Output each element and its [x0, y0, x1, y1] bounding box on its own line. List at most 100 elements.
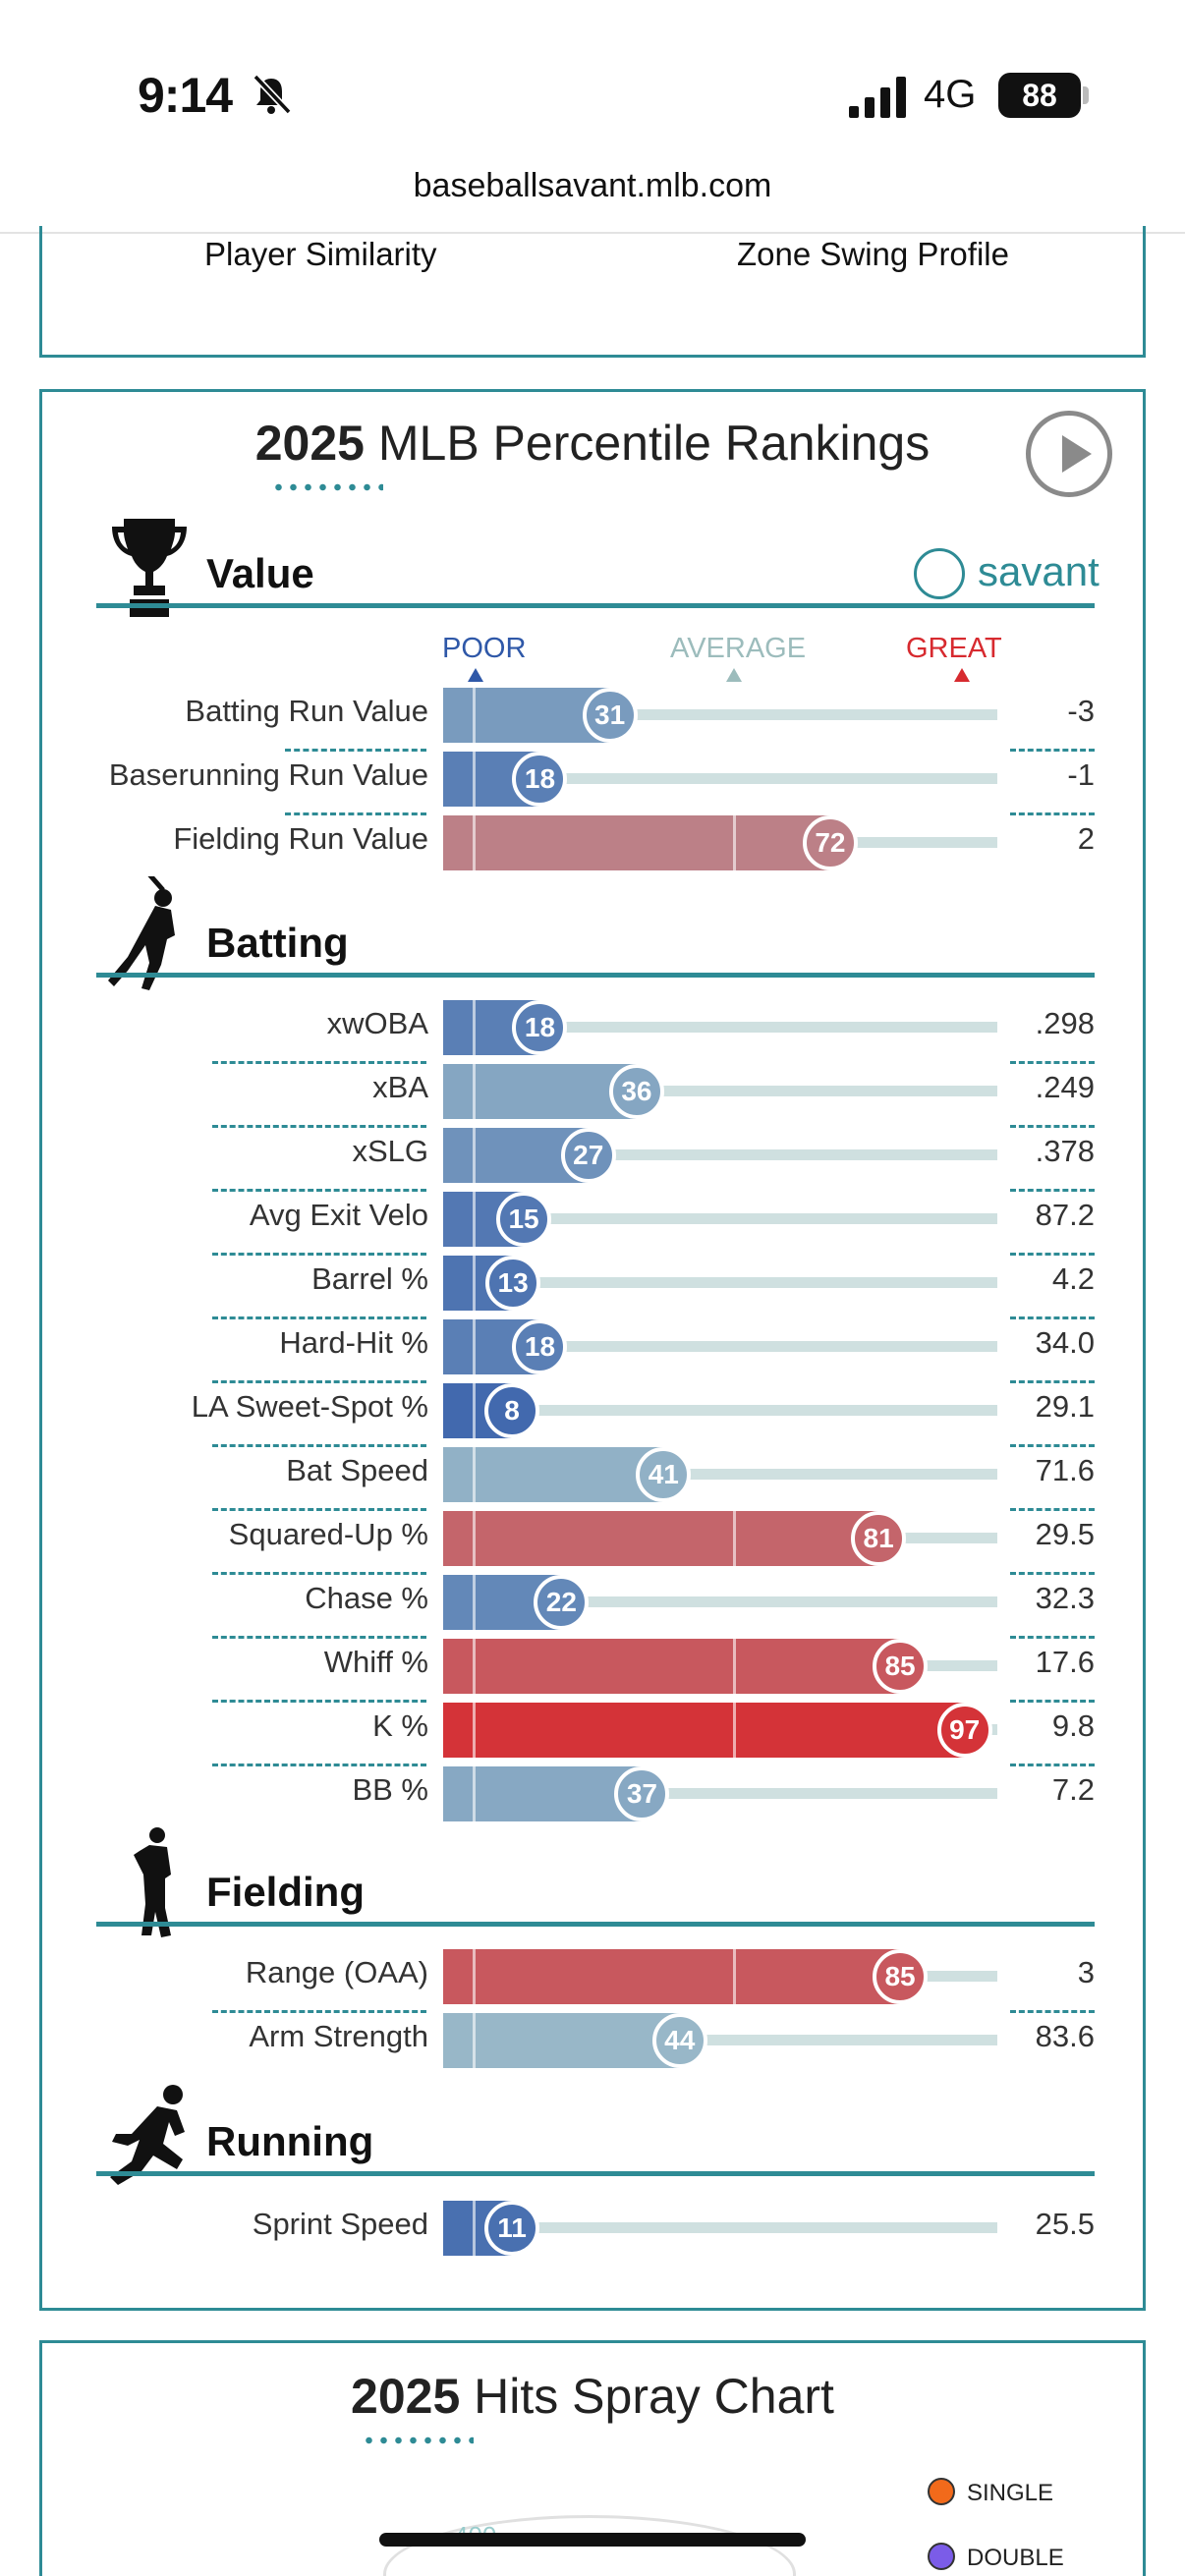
battery-indicator: 88 [998, 73, 1081, 118]
section-title-value: Value [206, 550, 314, 596]
metric-value-chase: 32.3 [1035, 1581, 1095, 1615]
metric-label-baserunning-run-value[interactable]: Baserunning Run Value [108, 757, 428, 792]
bar-poor-tick [473, 1511, 476, 1566]
percentile-badge-bat-speed[interactable]: 41 [636, 1447, 692, 1502]
metric-value-arm-strength: 83.6 [1035, 2019, 1095, 2053]
bar-poor-tick [473, 1766, 476, 1821]
metric-label-avg-exit-velo[interactable]: Avg Exit Velo [249, 1198, 428, 1232]
percentile-track [443, 1469, 997, 1480]
spray-title-year[interactable]: 2025 [351, 2369, 461, 2424]
section-title-batting: Batting [206, 920, 349, 966]
percentile-badge-batting-run-value[interactable]: 31 [582, 688, 638, 743]
metric-value-xwoba: .298 [1035, 1006, 1095, 1040]
percentile-badge-xslg[interactable]: 27 [560, 1128, 616, 1183]
percentile-badge-baserunning-run-value[interactable]: 18 [512, 752, 568, 807]
metric-label-xslg[interactable]: xSLG [352, 1134, 428, 1168]
percentile-badge-sprint-speed[interactable]: 11 [484, 2201, 539, 2256]
savant-baseball-icon [914, 548, 965, 599]
section-divider-fielding [96, 1922, 1095, 1927]
metric-label-xba[interactable]: xBA [372, 1070, 428, 1104]
percentile-badge-xba[interactable]: 36 [608, 1064, 664, 1119]
percentile-badge-range-oaa[interactable]: 85 [873, 1949, 929, 2004]
row-separator-right [1010, 1508, 1095, 1511]
poor-marker-icon [468, 668, 483, 682]
row-separator-left [212, 1508, 426, 1511]
trophy-icon [110, 513, 189, 626]
percentile-bar-bb [443, 1766, 643, 1821]
percentile-badge-k[interactable]: 97 [936, 1703, 992, 1758]
metric-label-hard-hit[interactable]: Hard-Hit % [279, 1325, 428, 1360]
bar-poor-tick [473, 2013, 476, 2068]
metric-label-la-sweet-spot[interactable]: LA Sweet-Spot % [191, 1389, 428, 1424]
row-separator-left [212, 1253, 426, 1256]
metric-label-range-oaa[interactable]: Range (OAA) [245, 1955, 428, 1989]
legend-single-label: SINGLE [967, 2480, 1054, 2506]
address-bar-url[interactable]: baseballsavant.mlb.com [413, 167, 772, 204]
metric-value-whiff: 17.6 [1035, 1645, 1095, 1679]
metric-label-batting-run-value[interactable]: Batting Run Value [185, 694, 428, 728]
metric-value-baserunning-run-value: -1 [1067, 757, 1095, 792]
network-type: 4G [924, 73, 977, 116]
bar-average-tick [733, 815, 736, 870]
legend-double-dot [928, 2543, 955, 2570]
metric-label-barrel[interactable]: Barrel % [311, 1261, 428, 1296]
bar-poor-tick [473, 1256, 476, 1311]
runner-icon [98, 2083, 197, 2196]
metric-label-xwoba[interactable]: xwOBA [326, 1006, 428, 1040]
metric-value-range-oaa: 3 [1077, 1955, 1095, 1989]
percentile-track [443, 1213, 997, 1224]
bell-muted-icon [253, 74, 292, 115]
percentile-badge-barrel[interactable]: 13 [485, 1256, 541, 1311]
row-separator-left [285, 749, 426, 752]
percentile-title-year[interactable]: 2025 [254, 416, 365, 471]
spray-year-dotted-underline [362, 2436, 474, 2444]
percentile-badge-squared-up[interactable]: 81 [851, 1511, 907, 1566]
player-similarity-link[interactable]: Player Similarity [204, 236, 437, 272]
metric-label-bat-speed[interactable]: Bat Speed [286, 1453, 428, 1487]
row-separator-right [1010, 2010, 1095, 2013]
percentile-badge-bb[interactable]: 37 [614, 1766, 670, 1821]
percentile-badge-la-sweet-spot[interactable]: 8 [484, 1383, 539, 1438]
metric-label-whiff[interactable]: Whiff % [323, 1645, 428, 1679]
zone-swing-profile-link[interactable]: Zone Swing Profile [737, 236, 1009, 272]
metric-label-bb[interactable]: BB % [352, 1772, 428, 1807]
percentile-bar-squared-up [443, 1511, 879, 1566]
metric-label-chase[interactable]: Chase % [305, 1581, 428, 1615]
bar-poor-tick [473, 2201, 476, 2256]
percentile-badge-arm-strength[interactable]: 44 [651, 2013, 707, 2068]
cellular-signal-icon [849, 77, 906, 118]
percentile-badge-xwoba[interactable]: 18 [512, 1000, 568, 1055]
percentile-track [443, 1405, 997, 1416]
row-separator-right [1010, 1380, 1095, 1383]
play-animation-button[interactable] [1026, 411, 1112, 497]
metric-label-k[interactable]: K % [372, 1708, 428, 1743]
metric-value-fielding-run-value: 2 [1077, 821, 1095, 856]
bar-poor-tick [473, 1192, 476, 1247]
metric-value-batting-run-value: -3 [1067, 694, 1095, 728]
percentile-track [443, 1277, 997, 1288]
row-separator-left [212, 1700, 426, 1703]
bar-poor-tick [473, 1383, 476, 1438]
bar-poor-tick [473, 1639, 476, 1694]
percentile-badge-whiff[interactable]: 85 [873, 1639, 929, 1694]
percentile-badge-fielding-run-value[interactable]: 72 [802, 815, 858, 870]
percentile-track [443, 1341, 997, 1352]
section-divider-value [96, 603, 1095, 608]
year-dotted-underline [271, 483, 383, 491]
metric-label-sprint-speed[interactable]: Sprint Speed [252, 2207, 428, 2241]
percentile-badge-chase[interactable]: 22 [534, 1575, 590, 1630]
address-bar-divider [0, 232, 1185, 234]
percentile-track [443, 2035, 997, 2045]
metric-label-squared-up[interactable]: Squared-Up % [228, 1517, 428, 1551]
status-bar: 9:14 4G 88 [0, 0, 1185, 147]
home-indicator[interactable] [379, 2533, 806, 2547]
section-title-running: Running [206, 2118, 374, 2164]
metric-value-avg-exit-velo: 87.2 [1035, 1198, 1095, 1232]
percentile-badge-hard-hit[interactable]: 18 [512, 1319, 568, 1374]
fielder-icon [124, 1825, 183, 1948]
metric-label-fielding-run-value[interactable]: Fielding Run Value [173, 821, 428, 856]
percentile-badge-avg-exit-velo[interactable]: 15 [496, 1192, 552, 1247]
metric-label-arm-strength[interactable]: Arm Strength [249, 2019, 428, 2053]
scale-average-label: AVERAGE [670, 633, 807, 664]
row-separator-left [212, 1189, 426, 1192]
